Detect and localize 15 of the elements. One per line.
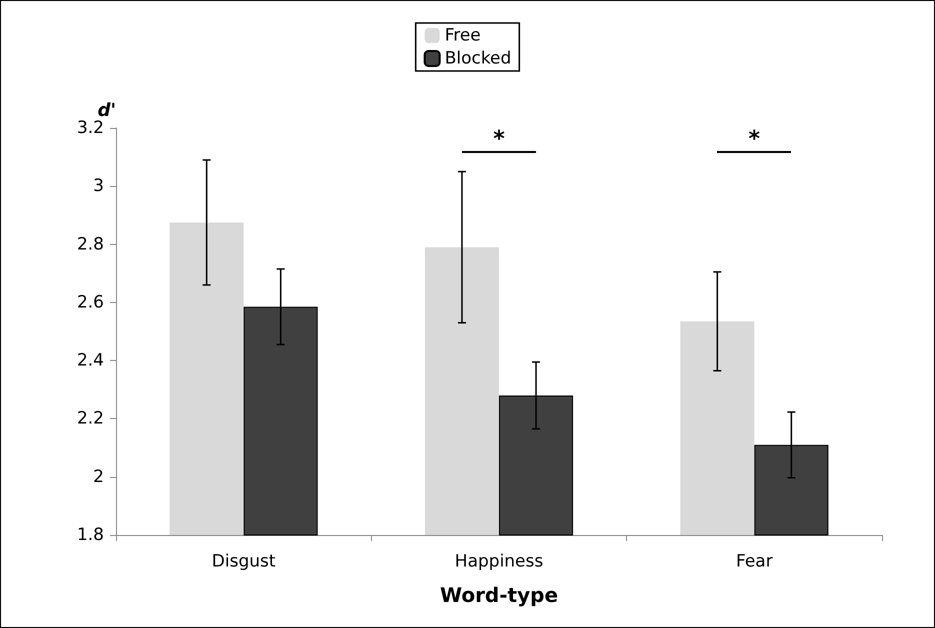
legend-label: Free (444, 26, 481, 46)
annotation: * (748, 127, 762, 152)
y-tick-label: 1.8 (76, 525, 104, 545)
x-tick-label: Fear (736, 552, 773, 572)
y-tick-label: 3 (93, 176, 104, 196)
x-axis-title: Word-type (440, 583, 558, 607)
y-tick-label: 2.4 (76, 350, 104, 371)
x-tick-label: Disgust (212, 552, 276, 572)
x-tick-label: Happiness (454, 552, 544, 572)
y-tick-label: 2 (93, 466, 104, 487)
y-tick-label: 2.8 (76, 234, 104, 254)
y-tick-label: 2.6 (76, 292, 104, 312)
legend-label: Blocked (444, 48, 512, 68)
y-tick-label: 2.2 (76, 408, 104, 429)
annotation: * (492, 127, 506, 152)
